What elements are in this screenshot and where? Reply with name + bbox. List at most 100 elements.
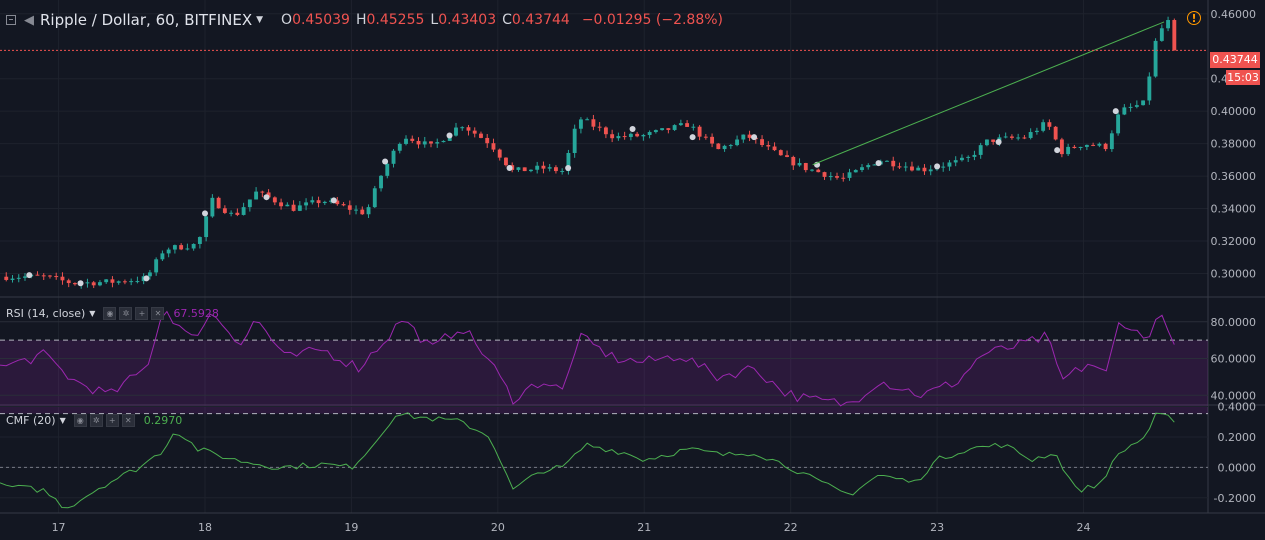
- candle-body: [197, 237, 202, 244]
- candle-body: [541, 165, 546, 169]
- collapse-icon[interactable]: [6, 15, 16, 25]
- candle-body: [566, 152, 571, 172]
- candle-body: [23, 276, 27, 278]
- candle-body: [497, 149, 502, 158]
- candle-body: [116, 281, 121, 283]
- signal-marker: [201, 210, 208, 217]
- candle-body: [735, 139, 740, 146]
- candle-body: [460, 127, 465, 129]
- candle-body: [397, 143, 402, 151]
- close-icon[interactable]: ✕: [121, 413, 135, 427]
- price-tick-label: 0.38000: [1211, 138, 1257, 151]
- candle-body: [822, 172, 827, 177]
- plus-icon[interactable]: +: [105, 413, 119, 427]
- candle-body: [372, 188, 377, 208]
- cmf-label[interactable]: CMF (20): [6, 413, 56, 427]
- candle-body: [266, 192, 271, 198]
- candle-body: [154, 259, 159, 273]
- signal-marker: [77, 280, 84, 287]
- candle-body: [1003, 136, 1008, 138]
- candle-body: [891, 160, 896, 167]
- cmf-tick-label: -0.2000: [1214, 492, 1256, 505]
- gear-icon[interactable]: ✲: [89, 413, 103, 427]
- price-tick-label: 0.30000: [1211, 267, 1257, 280]
- cmf-tick-label: 0.2000: [1218, 431, 1257, 444]
- rsi-line: [0, 310, 1175, 407]
- candle-body: [547, 167, 552, 169]
- candle-body: [628, 133, 633, 137]
- eye-icon[interactable]: ◉: [73, 413, 87, 427]
- candle-body: [853, 170, 858, 173]
- candle-body: [760, 139, 764, 146]
- candle-body: [697, 126, 702, 137]
- signal-marker: [689, 134, 696, 141]
- candle-body: [485, 137, 490, 144]
- candle-body: [391, 150, 396, 164]
- candle-body: [597, 126, 602, 128]
- candle-body: [10, 278, 15, 280]
- candle-body: [491, 143, 496, 150]
- candle-body: [529, 169, 533, 172]
- candle-body: [1059, 139, 1064, 155]
- candle-body: [472, 130, 477, 134]
- x-tick-label: 21: [637, 521, 651, 534]
- x-tick-label: 19: [344, 521, 358, 534]
- chevron-down-icon[interactable]: ▼: [89, 308, 96, 318]
- candle-body: [191, 243, 196, 249]
- candle-body: [1022, 137, 1027, 139]
- rsi-label[interactable]: RSI (14, close): [6, 306, 86, 320]
- candle-body: [160, 253, 165, 260]
- candle-body: [785, 155, 789, 157]
- candle-body: [310, 200, 315, 203]
- candle-body: [54, 276, 59, 278]
- candle-body: [1141, 100, 1146, 106]
- candle-body: [803, 163, 808, 171]
- close-icon[interactable]: ✕: [151, 306, 165, 320]
- candle-body: [1009, 136, 1014, 138]
- candle-body: [1041, 122, 1046, 131]
- candle-body: [966, 156, 971, 158]
- candle-body: [272, 197, 277, 203]
- candle-body: [98, 282, 102, 286]
- signal-marker: [565, 164, 572, 171]
- x-tick-label: 18: [198, 521, 212, 534]
- candle-body: [810, 169, 814, 171]
- close-value: 0.43744: [511, 12, 570, 28]
- candle-body: [466, 127, 471, 131]
- candle-body: [766, 145, 771, 147]
- candle-body: [816, 169, 821, 173]
- symbol-title[interactable]: Ripple / Dollar, 60, BITFINEX: [40, 11, 253, 29]
- candle-body: [241, 207, 246, 215]
- candle-body: [678, 123, 683, 126]
- signal-marker: [143, 275, 150, 282]
- candle-body: [828, 176, 833, 178]
- candle-body: [366, 207, 371, 215]
- candle-body: [341, 204, 346, 206]
- signal-marker: [330, 197, 337, 204]
- x-tick-label: 23: [930, 521, 944, 534]
- candle-body: [585, 119, 590, 121]
- chevron-down-icon[interactable]: ▼: [59, 415, 66, 425]
- flag-icon[interactable]: ◀: [24, 12, 34, 28]
- candle-body: [429, 141, 433, 144]
- eye-icon[interactable]: ◉: [103, 306, 117, 320]
- plus-icon[interactable]: +: [135, 306, 149, 320]
- candle-body: [479, 133, 483, 138]
- warning-icon[interactable]: !: [1187, 11, 1201, 25]
- candle-body: [1078, 146, 1083, 149]
- candle-body: [235, 212, 240, 215]
- chevron-down-icon[interactable]: ▼: [256, 15, 264, 25]
- candle-body: [778, 150, 783, 156]
- candle-body: [578, 119, 583, 129]
- candle-body: [641, 134, 646, 137]
- candle-body: [104, 279, 109, 283]
- gear-icon[interactable]: ✲: [119, 306, 133, 320]
- candle-body: [166, 249, 171, 254]
- signal-marker: [875, 160, 882, 167]
- trendline: [812, 21, 1165, 166]
- candle-body: [1166, 20, 1171, 29]
- candle-body: [435, 142, 440, 144]
- candle-body: [304, 202, 309, 206]
- candle-body: [1103, 143, 1108, 150]
- candle-body: [279, 202, 284, 207]
